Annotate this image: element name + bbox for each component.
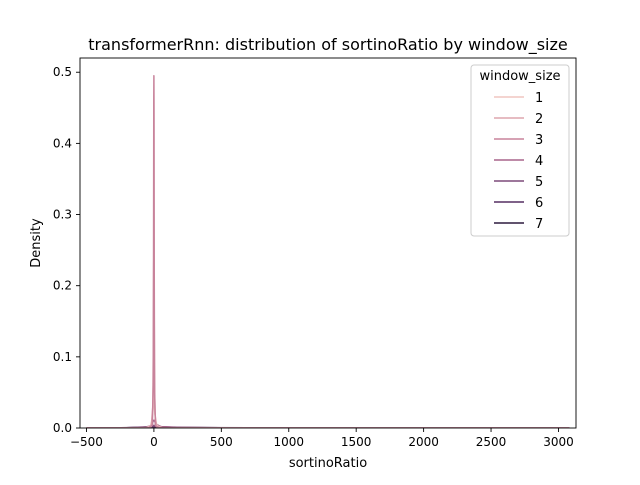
y-tick-label: 0.4 <box>53 136 72 150</box>
y-tick-label: 0.1 <box>53 350 72 364</box>
y-tick-label: 0.0 <box>53 421 72 435</box>
plot-area <box>79 57 577 429</box>
x-tick-label: 1500 <box>341 435 372 449</box>
y-tick-label: 0.5 <box>53 65 72 79</box>
x-axis-label: sortinoRatio <box>289 456 367 471</box>
chart-title: transformerRnn: distribution of sortinoR… <box>88 35 567 55</box>
legend-items: 1 2 3 4 5 6 7 <box>494 91 543 232</box>
plot-frame <box>79 57 577 429</box>
legend-label-6: 6 <box>535 196 543 211</box>
legend-frame <box>470 64 570 237</box>
x-tick-label: 0 <box>150 435 158 449</box>
x-tick-label: 3000 <box>543 435 574 449</box>
x-tick-label: 500 <box>210 435 233 449</box>
legend-label-7: 7 <box>535 217 543 232</box>
legend-label-4: 4 <box>535 154 543 169</box>
legend: window_size 1 2 3 4 5 6 7 <box>470 64 570 237</box>
y-axis-label: Density <box>29 218 44 268</box>
legend-label-5: 5 <box>535 175 543 190</box>
x-tick-label: −500 <box>70 435 103 449</box>
x-tick-label: 2000 <box>408 435 439 449</box>
x-tick-label: 2500 <box>476 435 507 449</box>
legend-label-2: 2 <box>535 112 543 127</box>
y-axis: 0.0 0.1 0.2 0.3 0.4 0.5 <box>53 65 80 435</box>
legend-label-1: 1 <box>535 91 543 106</box>
legend-title: window_size <box>479 69 560 84</box>
x-axis: −500 0 500 1000 1500 2000 2500 3000 <box>70 428 574 449</box>
x-tick-label: 1000 <box>273 435 304 449</box>
legend-label-3: 3 <box>535 133 543 148</box>
y-tick-label: 0.2 <box>53 279 72 293</box>
y-tick-label: 0.3 <box>53 208 72 222</box>
